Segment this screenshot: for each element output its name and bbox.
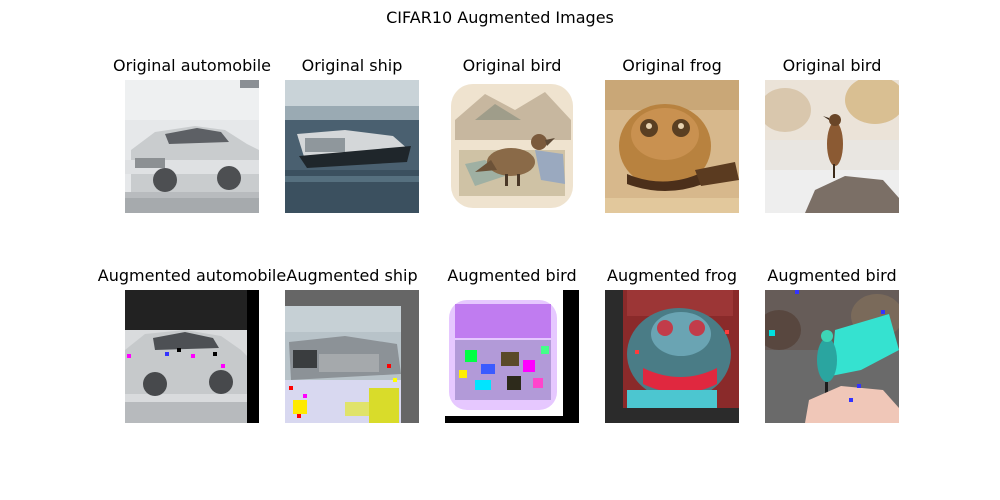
- original-bird-2-image: [765, 80, 899, 213]
- image-caption: Original frog: [622, 56, 722, 75]
- augmented-bird-2-image: [765, 290, 899, 423]
- image-caption: Original automobile: [113, 56, 271, 75]
- image-caption: Augmented bird: [767, 266, 897, 285]
- augmented-automobile-image: [125, 290, 259, 423]
- original-frog-image: [605, 80, 739, 213]
- image-caption: Augmented bird: [447, 266, 577, 285]
- figure-title: CIFAR10 Augmented Images: [386, 8, 614, 27]
- augmented-bird-image: [445, 290, 579, 423]
- image-caption: Original bird: [782, 56, 882, 75]
- augmented-ship-image: [285, 290, 419, 423]
- image-caption: Augmented automobile: [97, 266, 287, 285]
- original-ship-image: [285, 80, 419, 213]
- image-caption: Augmented ship: [286, 266, 418, 285]
- image-caption: Augmented frog: [607, 266, 737, 285]
- original-bird-image: [445, 80, 579, 213]
- augmented-frog-image: [605, 290, 739, 423]
- image-caption: Original ship: [301, 56, 403, 75]
- image-caption: Original bird: [462, 56, 562, 75]
- original-automobile-image: [125, 80, 259, 213]
